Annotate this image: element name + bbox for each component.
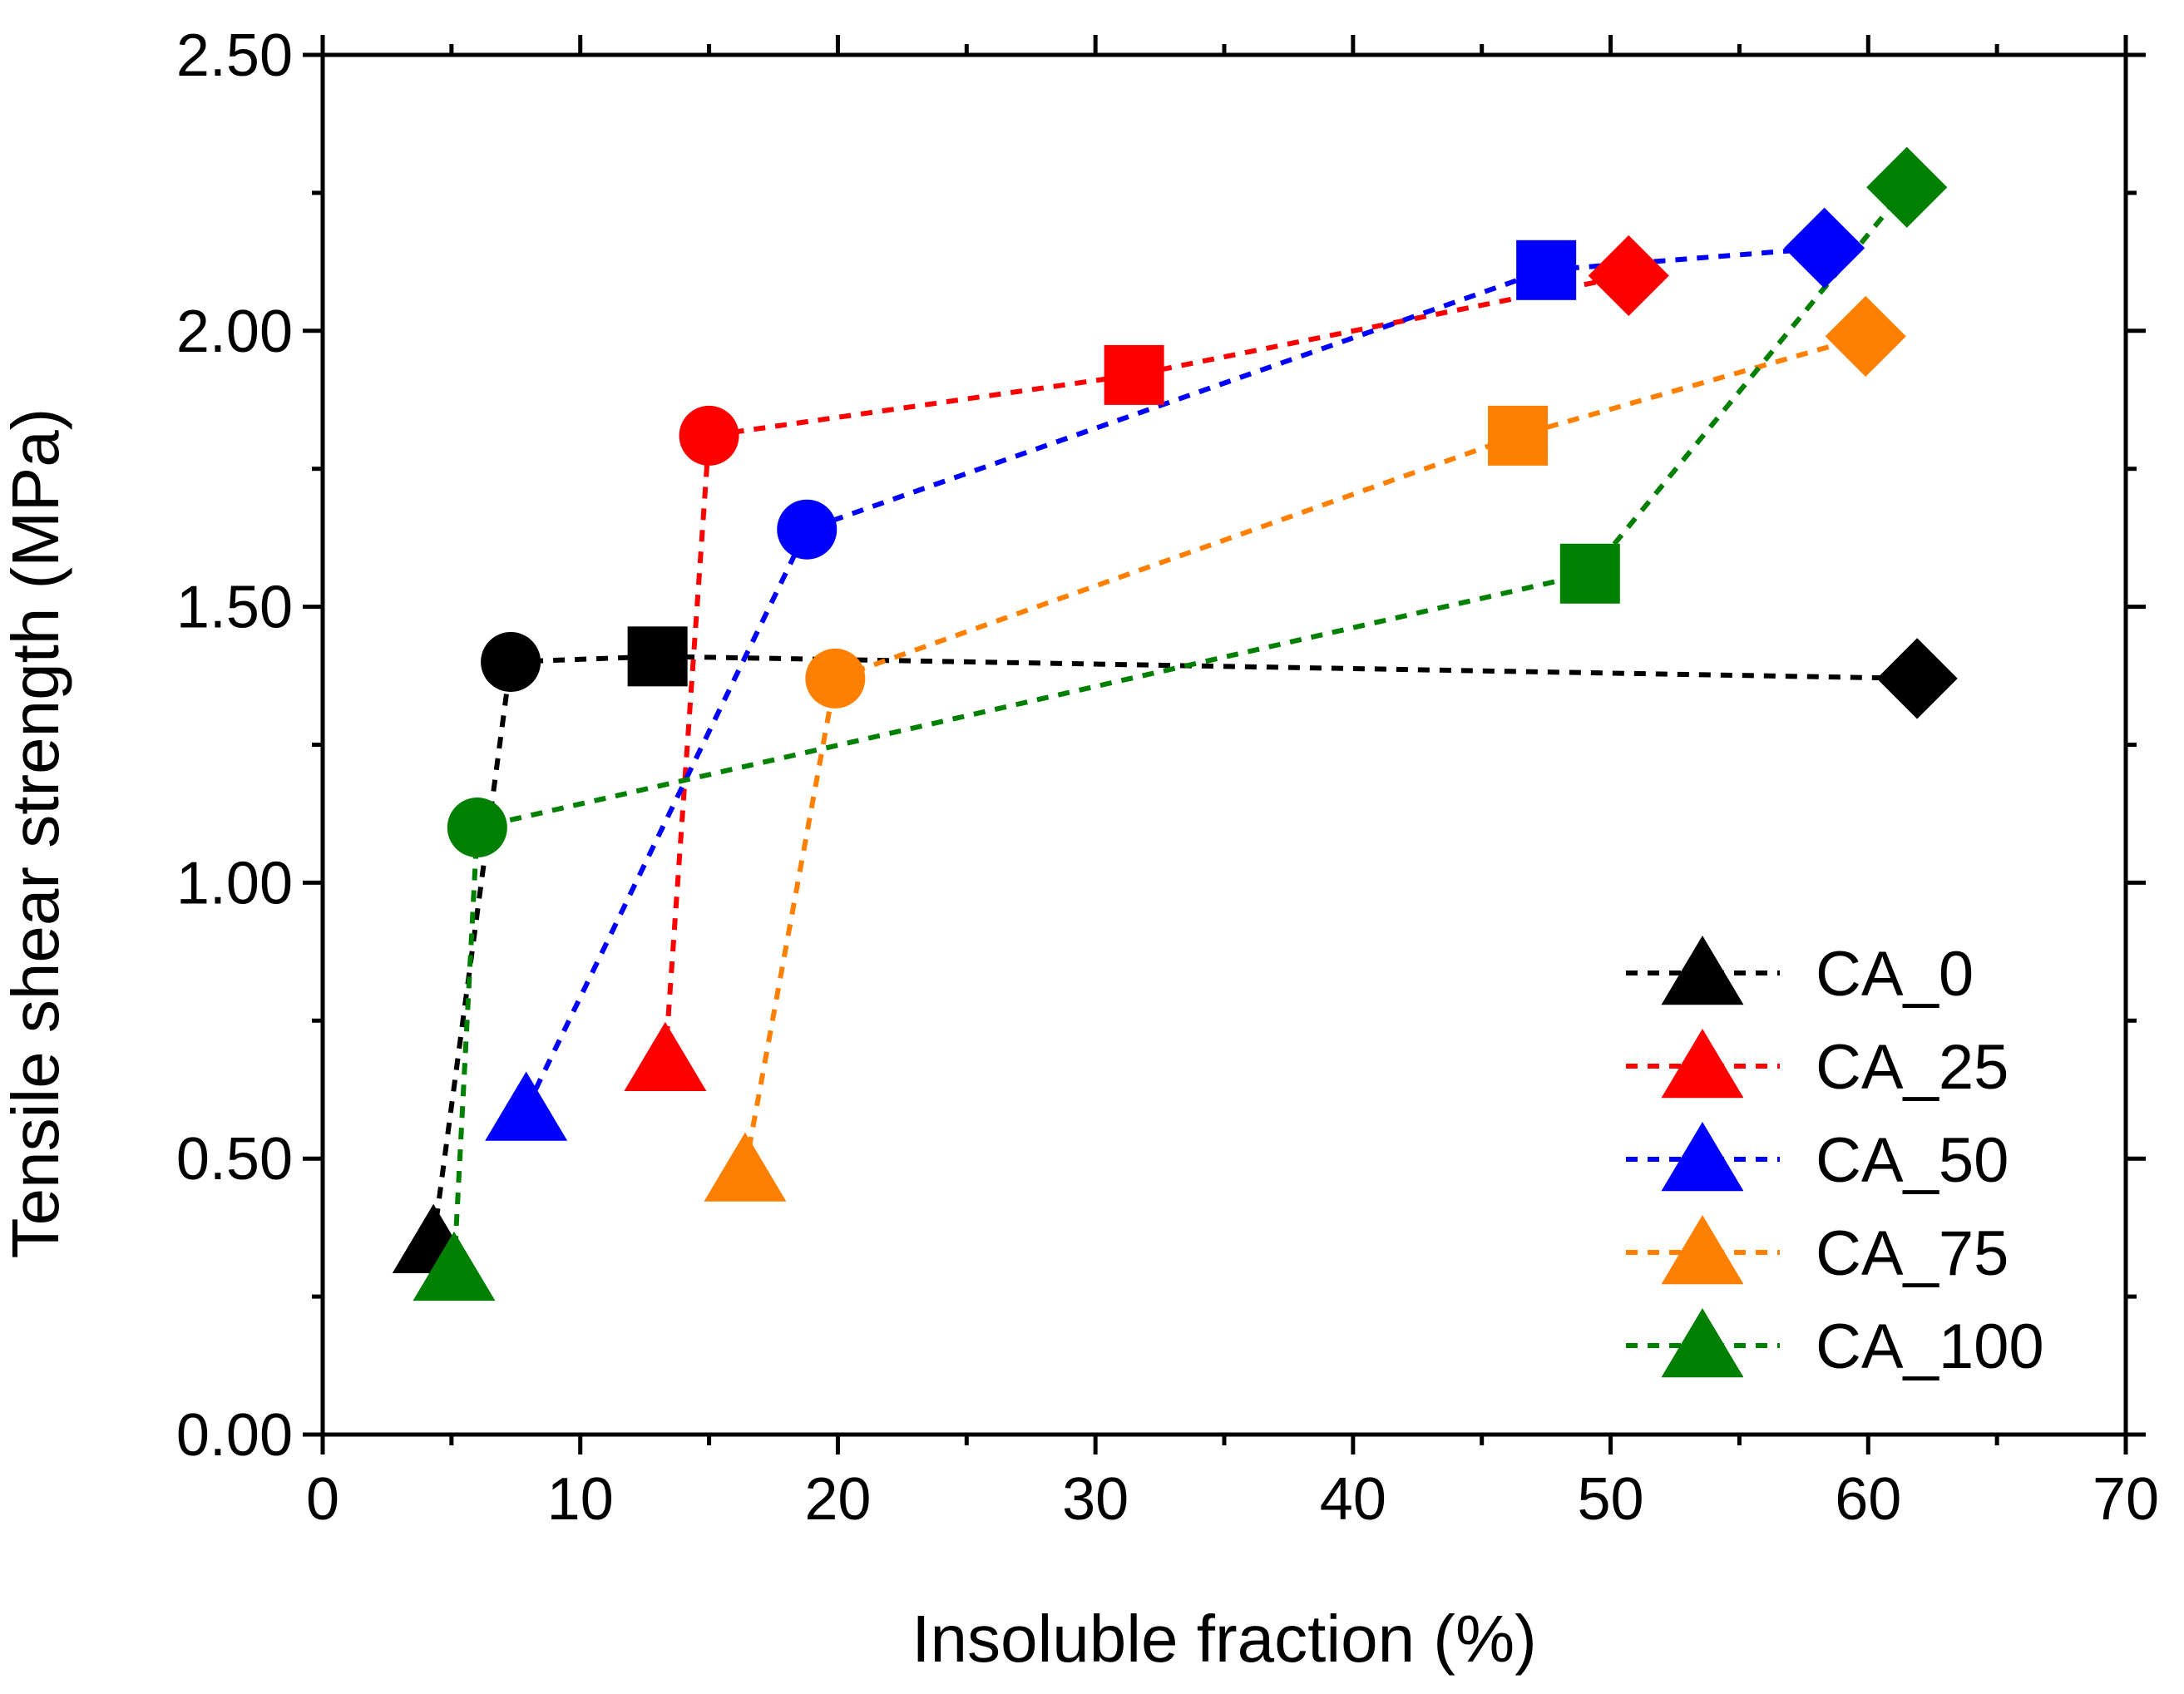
legend-label-CA_100: CA_100 bbox=[1816, 1311, 2044, 1382]
series-line-CA_50 bbox=[523, 245, 1825, 1110]
y-axis-title: Tensile shear strength (MPa) bbox=[0, 408, 72, 1259]
series-markers bbox=[392, 146, 1958, 1301]
data-point-CA_25-1 bbox=[624, 1021, 707, 1092]
x-tick-label-2: 20 bbox=[804, 1466, 871, 1533]
legend-label-CA_75: CA_75 bbox=[1816, 1218, 2009, 1289]
data-point-CA_25-4 bbox=[1588, 235, 1669, 317]
x-axis-title: Insoluble fraction (%) bbox=[912, 1602, 1536, 1676]
data-point-CA_75-1 bbox=[704, 1132, 787, 1202]
data-point-CA_25-2 bbox=[679, 405, 739, 466]
series-lines bbox=[431, 185, 1918, 1270]
y-tick-label-4: 2.00 bbox=[176, 299, 293, 365]
legend: CA_0 CA_25 CA_50 CA_75 CA_100 bbox=[1626, 936, 2044, 1382]
legend-marker-CA_50 bbox=[1661, 1122, 1744, 1192]
data-point-CA_100-2 bbox=[447, 798, 507, 858]
series-line-CA_100 bbox=[451, 185, 1910, 1270]
data-point-CA_50-3 bbox=[1516, 240, 1577, 300]
y-tick-label-3: 1.50 bbox=[176, 575, 293, 641]
series-line-CA_0 bbox=[431, 654, 1918, 1242]
data-point-CA_0-3 bbox=[627, 626, 688, 687]
data-point-CA_50-2 bbox=[777, 499, 838, 560]
legend-label-CA_25: CA_25 bbox=[1816, 1032, 2009, 1103]
x-tick-label-4: 40 bbox=[1320, 1466, 1386, 1533]
data-point-CA_75-2 bbox=[805, 648, 866, 709]
legend-label-CA_0: CA_0 bbox=[1816, 939, 1974, 1010]
y-tick-label-5: 2.50 bbox=[176, 22, 293, 89]
series-line-CA_25 bbox=[662, 273, 1629, 1059]
legend-marker-CA_75 bbox=[1661, 1215, 1744, 1285]
data-point-CA_75-3 bbox=[1488, 405, 1549, 466]
data-point-CA_0-4 bbox=[1876, 638, 1958, 719]
data-point-CA_100-1 bbox=[413, 1231, 496, 1301]
data-point-CA_25-3 bbox=[1104, 344, 1164, 405]
data-point-CA_100-3 bbox=[1559, 543, 1620, 604]
x-tick-label-6: 60 bbox=[1835, 1466, 1901, 1533]
y-tick-label-0: 0.00 bbox=[176, 1402, 293, 1469]
x-tick-label-1: 10 bbox=[547, 1466, 614, 1533]
legend-marker-CA_25 bbox=[1661, 1029, 1744, 1099]
x-tick-label-5: 50 bbox=[1578, 1466, 1644, 1533]
y-tick-label-1: 0.50 bbox=[176, 1126, 293, 1193]
x-tick-label-3: 30 bbox=[1062, 1466, 1129, 1533]
legend-marker-CA_100 bbox=[1661, 1308, 1744, 1378]
x-tick-label-0: 0 bbox=[306, 1466, 339, 1533]
data-point-CA_0-2 bbox=[481, 631, 541, 692]
y-tick-label-2: 1.00 bbox=[176, 850, 293, 916]
axes: 0 10 20 30 40 50 60 70 0.00 0.50 1.00 1.50 2.00 2.50 bbox=[176, 22, 2159, 1533]
legend-label-CA_50: CA_50 bbox=[1816, 1125, 2009, 1196]
data-point-CA_50-1 bbox=[485, 1071, 568, 1141]
x-tick-label-7: 70 bbox=[2093, 1466, 2159, 1533]
data-point-CA_50-4 bbox=[1784, 207, 1865, 289]
data-point-CA_75-4 bbox=[1825, 295, 1906, 378]
legend-marker-CA_0 bbox=[1661, 936, 1744, 1005]
data-point-CA_100-4 bbox=[1866, 146, 1948, 228]
